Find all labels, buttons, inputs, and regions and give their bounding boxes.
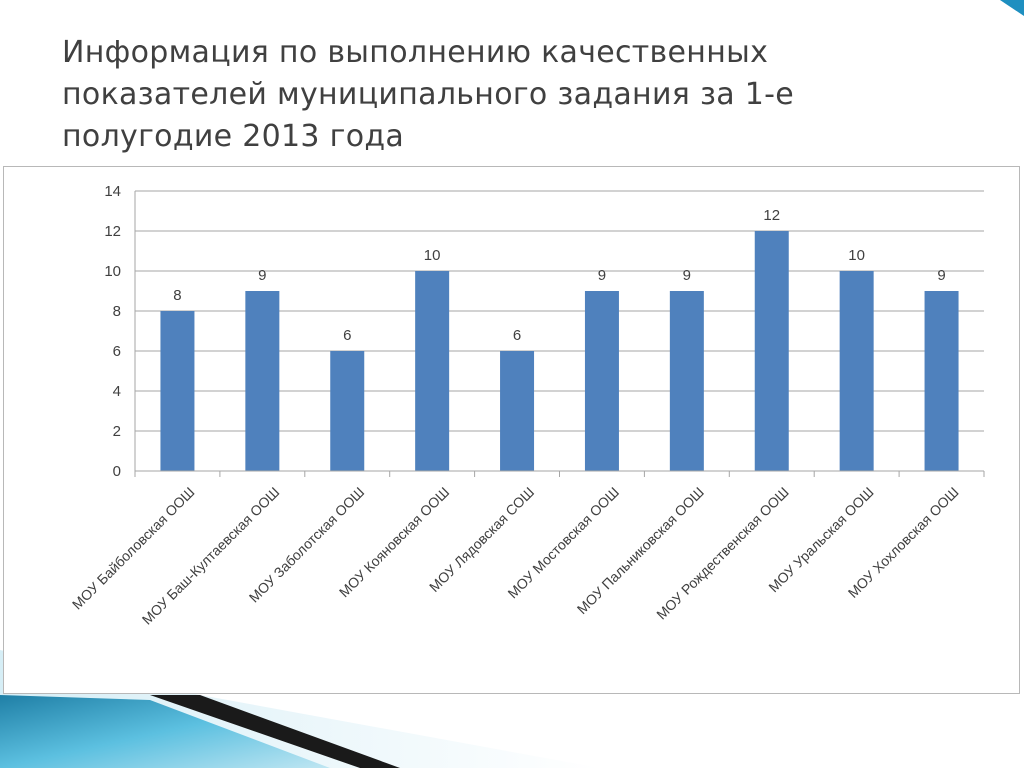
data-label: 8 — [173, 287, 181, 304]
corner-decoration — [1000, 0, 1024, 16]
data-label: 10 — [424, 247, 441, 264]
bar-1 — [160, 311, 195, 471]
bar-2 — [245, 291, 280, 471]
data-label: 9 — [683, 267, 691, 284]
data-label: 6 — [513, 327, 521, 344]
bar-3 — [330, 351, 365, 471]
y-tick-label: 8 — [113, 303, 121, 320]
slide-title-line-3: полугодие 2013 года — [62, 119, 405, 154]
y-tick-label: 0 — [113, 463, 121, 480]
y-tick-label: 10 — [104, 263, 121, 280]
bar-4 — [415, 271, 450, 471]
data-label: 12 — [763, 207, 780, 224]
y-tick-label: 4 — [113, 383, 121, 400]
chart-panel: 0 2 4 6 8 10 12 14 8 МОУ Байболовская ООШ 9 МОУ Баш… — [3, 166, 1020, 694]
data-label: 10 — [848, 247, 865, 264]
bar-9 — [839, 271, 874, 471]
y-tick-label: 14 — [104, 183, 121, 200]
slide-title: Информация по выполнению качественных по… — [62, 32, 962, 158]
bar-5 — [500, 351, 535, 471]
data-label: 6 — [343, 327, 351, 344]
y-tick-label: 6 — [113, 343, 121, 360]
bar-6 — [584, 291, 619, 471]
x-tick-label: МОУ Баш-Култаевская ООШ — [139, 484, 283, 628]
slide-title-line-2: показателей муниципального задания за 1-… — [62, 77, 794, 112]
y-tick-label: 2 — [113, 423, 121, 440]
y-tick-label: 12 — [104, 223, 121, 240]
slide-title-line-1: Информация по выполнению качественных — [62, 35, 769, 70]
data-label: 9 — [937, 267, 945, 284]
data-label: 9 — [258, 267, 266, 284]
bar-10 — [924, 291, 959, 471]
data-label: 9 — [598, 267, 606, 284]
bottom-wave-decoration — [0, 650, 600, 768]
bar-7 — [669, 291, 704, 471]
bar-8 — [754, 231, 789, 471]
